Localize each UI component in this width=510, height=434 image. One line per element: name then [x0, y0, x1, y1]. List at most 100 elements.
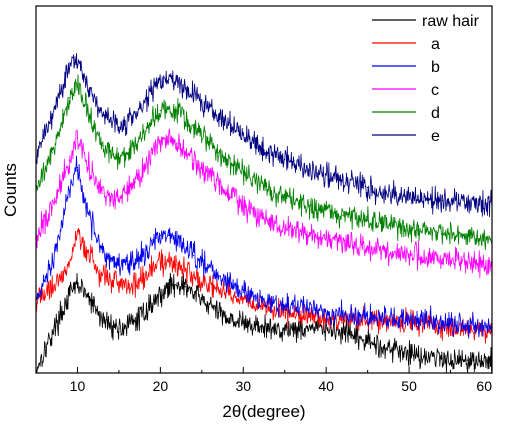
- data-point: [134, 258, 137, 260]
- x-tick-label: 40: [318, 378, 334, 394]
- data-point: [184, 286, 186, 288]
- data-point: [176, 80, 178, 82]
- data-point: [118, 126, 120, 128]
- data-point: [466, 359, 468, 361]
- data-point: [118, 159, 120, 161]
- data-point: [367, 187, 369, 189]
- series-c: [35, 128, 493, 279]
- data-point: [267, 152, 269, 154]
- data-point: [68, 188, 70, 191]
- data-point: [441, 199, 443, 202]
- data-point: [168, 286, 170, 288]
- data-point: [342, 242, 344, 244]
- data-point: [242, 205, 244, 207]
- data-point: [391, 317, 394, 319]
- series-trace: [35, 53, 493, 218]
- data-point: [217, 287, 219, 290]
- data-point: [391, 225, 394, 227]
- data-point: [242, 291, 244, 293]
- data-point: [134, 282, 137, 284]
- data-point: [176, 282, 178, 284]
- data-point: [76, 231, 79, 233]
- data-point: [391, 251, 394, 253]
- data-point: [151, 119, 153, 121]
- data-point: [292, 229, 294, 231]
- data-point: [367, 247, 369, 249]
- x-tick-label: 10: [70, 378, 86, 394]
- data-point: [151, 243, 153, 246]
- legend-label: b: [431, 59, 440, 76]
- data-point: [317, 172, 319, 174]
- x-axis-title: 2θ(degree): [222, 402, 305, 421]
- data-point: [292, 313, 294, 315]
- data-point: [317, 326, 319, 328]
- data-point: [217, 275, 219, 277]
- data-point: [51, 115, 54, 117]
- series-trace: [35, 155, 493, 339]
- legend-label: c: [431, 82, 439, 99]
- data-point: [267, 188, 269, 191]
- data-point: [176, 143, 178, 145]
- data-point: [466, 236, 468, 238]
- data-point: [168, 78, 170, 80]
- data-point: [217, 152, 219, 154]
- data-point: [159, 80, 161, 82]
- series-trace: [35, 272, 493, 374]
- data-point: [267, 300, 269, 303]
- data-point: [51, 262, 54, 264]
- series-raw-hair: [35, 272, 493, 374]
- data-point: [367, 220, 369, 222]
- data-point: [168, 234, 170, 236]
- data-point: [85, 293, 87, 295]
- data-point: [317, 236, 319, 238]
- data-point: [342, 332, 344, 334]
- data-point: [466, 262, 468, 264]
- data-point: [134, 181, 137, 183]
- x-tick-label: 60: [476, 378, 492, 394]
- data-point: [176, 238, 178, 240]
- data-point: [441, 258, 443, 260]
- data-point: [85, 159, 87, 161]
- data-point: [441, 321, 443, 323]
- data-point: [342, 319, 344, 321]
- data-point: [76, 137, 79, 139]
- legend-label: d: [431, 105, 440, 122]
- data-point: [176, 264, 178, 266]
- data-point: [151, 269, 153, 271]
- data-point: [267, 220, 269, 222]
- data-point: [292, 199, 294, 202]
- x-tick-label: 20: [153, 378, 169, 394]
- data-point: [342, 214, 344, 216]
- series-d: [35, 74, 493, 250]
- data-point: [192, 254, 195, 257]
- data-point: [192, 275, 195, 277]
- data-point: [217, 311, 219, 314]
- data-point: [317, 209, 319, 211]
- data-point: [159, 110, 161, 112]
- data-point: [68, 262, 70, 264]
- y-axis-title: Counts: [1, 163, 20, 217]
- data-point: [68, 159, 70, 161]
- data-point: [342, 179, 344, 181]
- data-point: [118, 328, 120, 330]
- data-point: [416, 196, 418, 198]
- data-point: [101, 192, 103, 194]
- x-axis-ticks: 10 20 30 40 50 60: [70, 367, 493, 394]
- data-point: [217, 183, 219, 185]
- data-point: [416, 322, 418, 325]
- data-point: [192, 126, 195, 128]
- data-point: [292, 328, 294, 330]
- data-point: [267, 308, 269, 310]
- data-point: [242, 133, 244, 136]
- data-point: [242, 299, 244, 301]
- x-tick-label: 50: [401, 378, 417, 394]
- data-point: [168, 260, 170, 262]
- data-point: [51, 152, 54, 154]
- x-tick-label: 30: [235, 378, 251, 394]
- legend-label: a: [431, 36, 440, 53]
- data-point: [391, 192, 394, 194]
- data-point: [441, 357, 443, 359]
- data-point: [101, 319, 103, 321]
- data-point: [317, 310, 319, 312]
- data-point: [101, 115, 103, 117]
